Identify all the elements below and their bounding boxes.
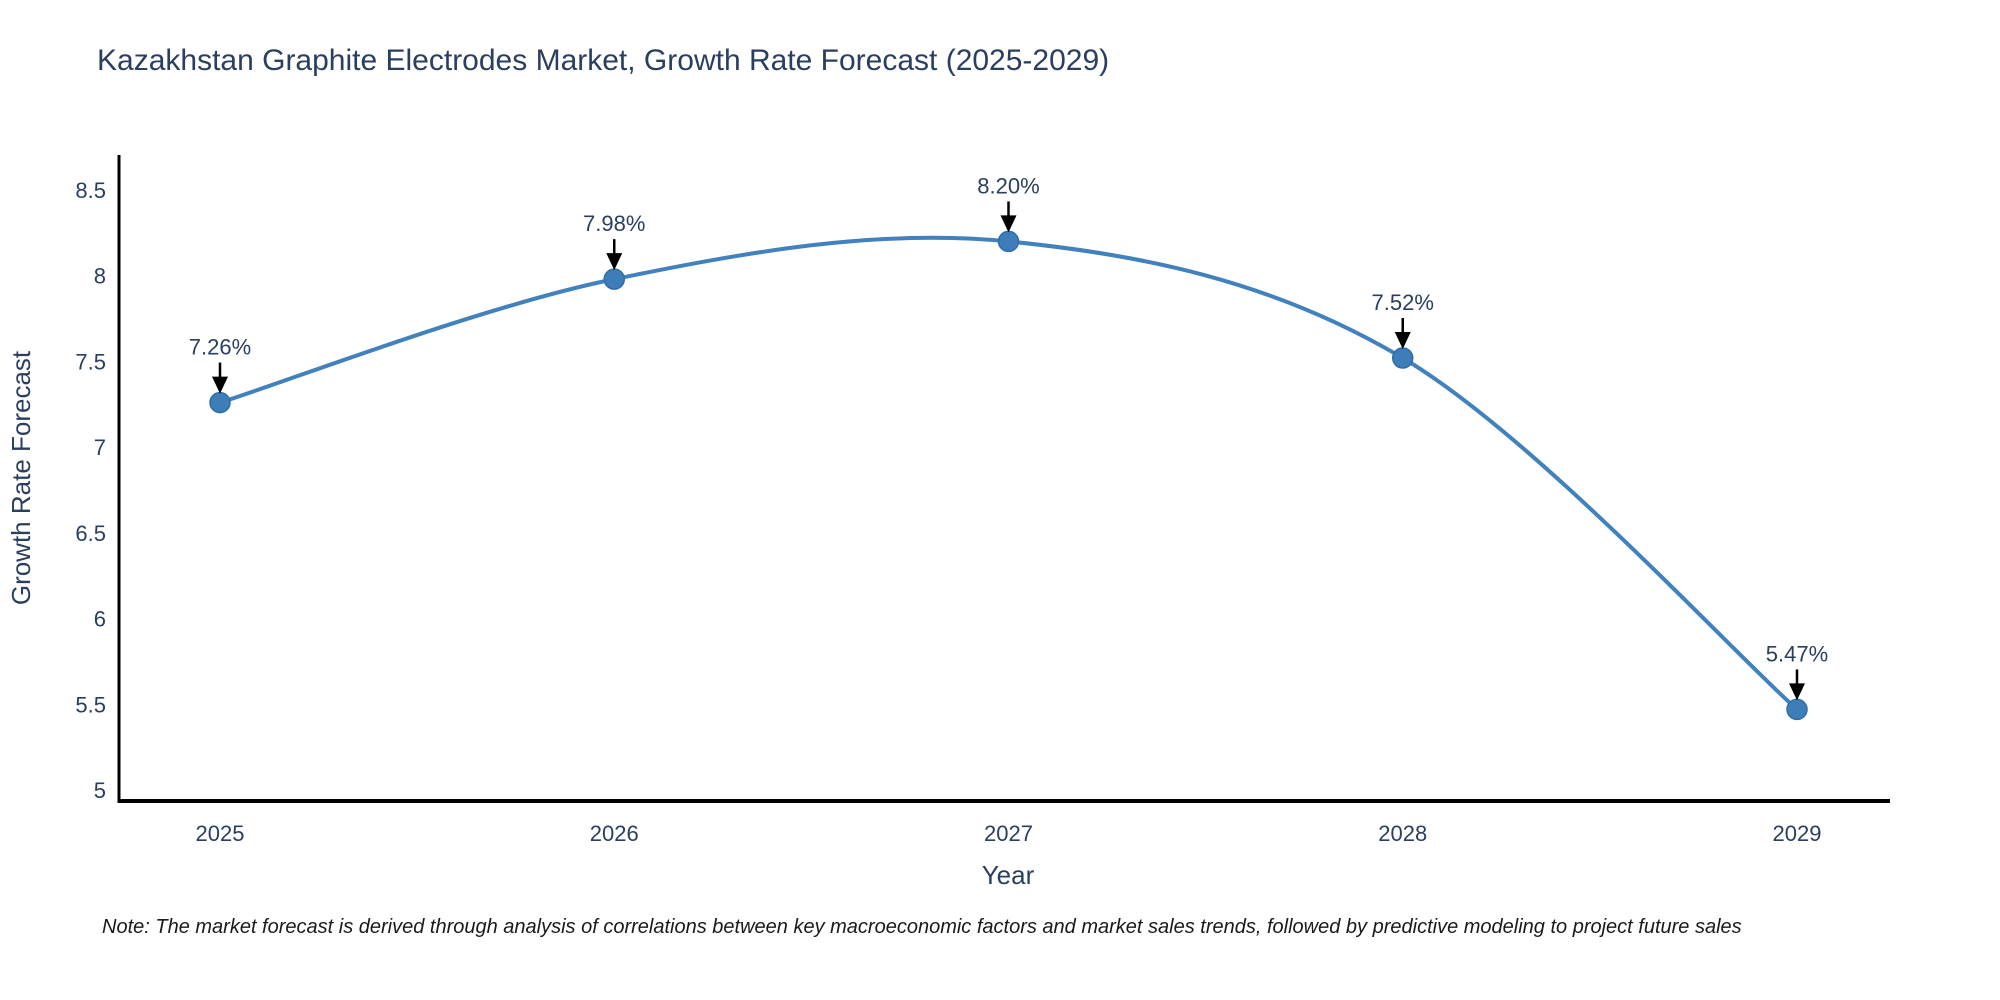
point-value-label: 8.20% [977, 173, 1039, 198]
y-tick-label: 6.5 [75, 521, 106, 546]
x-tick-label: 2025 [196, 821, 245, 846]
data-point-marker [997, 230, 1020, 253]
data-point-marker [1392, 347, 1414, 369]
tick-layer: 5 5.5 6 6.5 7 7.5 8 8.5 2025 2026 2027 2028 2029 [75, 178, 1821, 846]
x-axis-title: Year [982, 860, 1035, 890]
data-point-marker [603, 268, 625, 290]
annotation-arrowhead-icon [1394, 332, 1411, 349]
y-axis-title: Growth Rate Forecast [6, 350, 36, 605]
point-value-label: 7.98% [583, 211, 645, 236]
x-tick-label: 2026 [590, 821, 639, 846]
data-point-marker [1786, 698, 1808, 721]
y-tick-label: 5.5 [75, 692, 106, 717]
point-value-label: 5.47% [1766, 641, 1828, 666]
series-layer [209, 230, 1808, 721]
forecast-line [219, 235, 1799, 711]
annotation-arrowhead-icon [1000, 215, 1017, 233]
point-value-label: 7.52% [1372, 290, 1434, 315]
point-value-label: 7.26% [189, 335, 251, 360]
y-tick-label: 5 [94, 778, 106, 803]
footnote: Note: The market forecast is derived thr… [102, 916, 1742, 938]
data-point-marker [209, 391, 231, 414]
axis-layer [117, 155, 1890, 803]
annotation-layer: 7.26% 7.98% 8.20% 7.52% 5.47% [189, 173, 1828, 701]
chart-title: Kazakhstan Graphite Electrodes Market, G… [97, 44, 1110, 77]
x-tick-label: 2027 [984, 821, 1033, 846]
y-tick-label: 8.5 [75, 178, 106, 203]
annotation-arrowhead-icon [606, 253, 623, 271]
annotation-arrowhead-icon [212, 376, 228, 394]
y-tick-label: 7 [94, 435, 106, 460]
x-tick-label: 2029 [1773, 821, 1822, 846]
x-tick-label: 2028 [1378, 821, 1427, 846]
y-tick-label: 6 [94, 607, 106, 632]
y-tick-label: 8 [94, 264, 106, 289]
annotation-arrowhead-icon [1789, 683, 1805, 701]
y-tick-label: 7.5 [75, 349, 106, 374]
